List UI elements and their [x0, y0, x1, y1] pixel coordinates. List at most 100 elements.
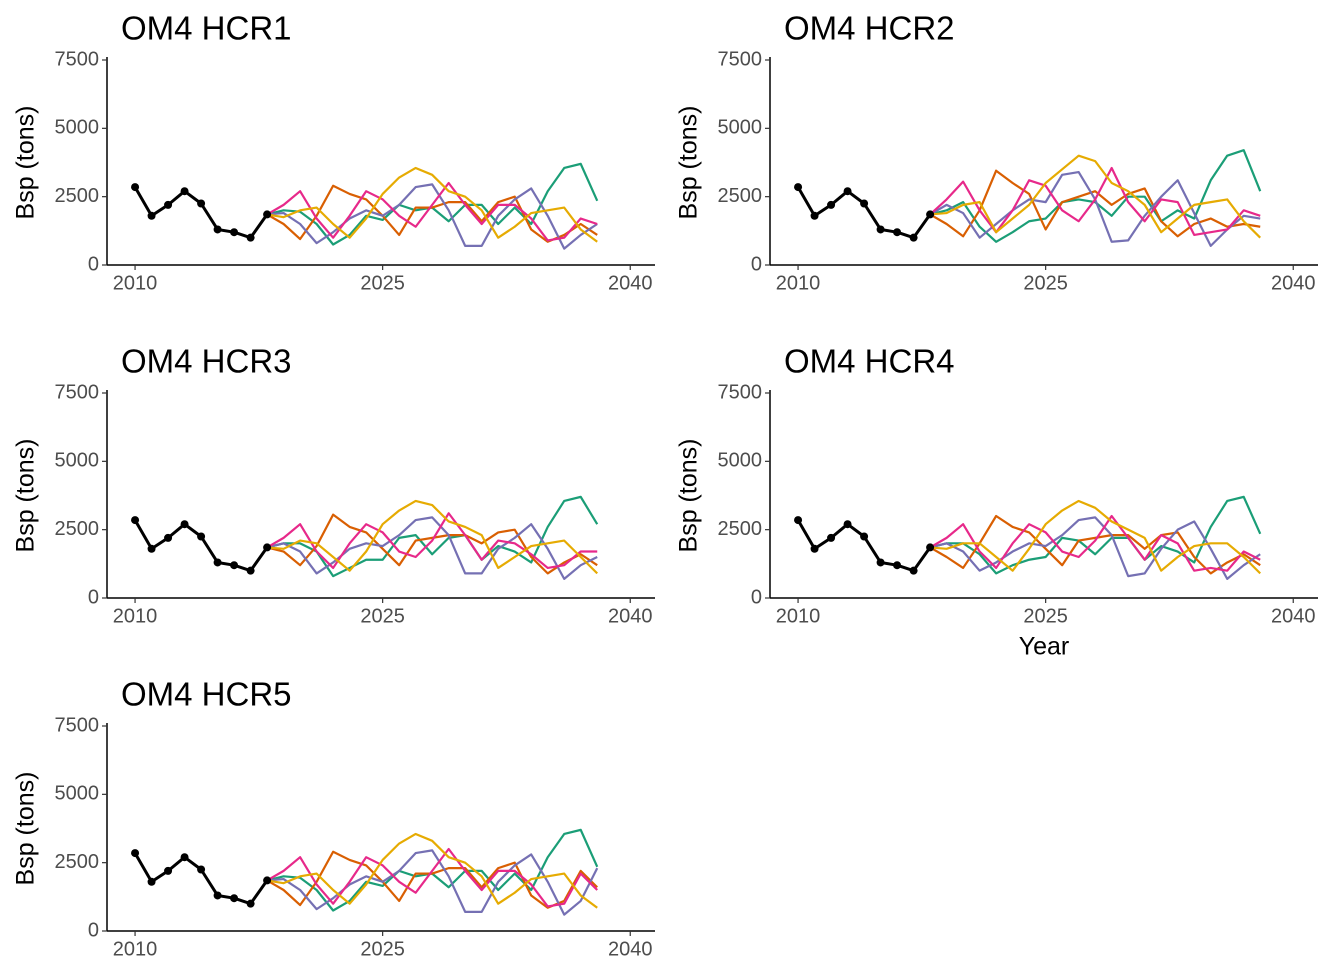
x-axis-title: Year [1019, 633, 1070, 661]
y-tick-label: 7500 [55, 714, 100, 736]
series-point [263, 876, 272, 885]
series-line [267, 849, 599, 916]
series-point [213, 225, 222, 234]
y-tick-label: 5000 [55, 783, 100, 805]
y-tick-label: 2500 [55, 851, 100, 873]
series-line [133, 519, 269, 573]
series-point [147, 544, 156, 553]
series-point [876, 558, 885, 567]
chart-title: OM4 HCR4 [784, 343, 955, 380]
series-line [266, 184, 598, 243]
series-line [266, 495, 599, 578]
series-line [796, 519, 932, 573]
series-point [860, 532, 869, 541]
x-tick-label: 2025 [1023, 272, 1068, 294]
series-point [230, 894, 239, 903]
y-axis-title: Bsp (tons) [675, 439, 703, 553]
series-point [876, 225, 885, 234]
series-point [213, 558, 222, 567]
series-point [263, 543, 272, 552]
series-point [147, 877, 156, 886]
x-tick-label: 2040 [1271, 605, 1316, 627]
series-point [131, 849, 140, 858]
y-tick-label: 0 [751, 253, 762, 275]
series-line [133, 852, 269, 906]
y-tick-label: 7500 [718, 381, 763, 403]
y-tick-label: 2500 [718, 185, 763, 207]
series-point [246, 899, 255, 908]
y-tick-label: 5000 [718, 117, 763, 139]
x-tick-label: 2010 [776, 272, 821, 294]
series-line [929, 166, 1261, 237]
y-axis-title: Bsp (tons) [675, 106, 703, 220]
series-point [810, 211, 819, 220]
series-point [180, 853, 189, 862]
series-point [131, 516, 140, 525]
series-point [860, 199, 869, 208]
chart-title: OM4 HCR3 [121, 343, 292, 380]
series-line [266, 516, 598, 580]
x-tick-label: 2025 [360, 938, 405, 960]
series-line [266, 181, 598, 242]
y-tick-label: 2500 [55, 185, 100, 207]
chart-title: OM4 HCR2 [784, 10, 955, 47]
series-point [164, 866, 173, 875]
x-tick-label: 2040 [608, 938, 653, 960]
series-point [926, 210, 935, 219]
y-tick-label: 0 [88, 253, 99, 275]
series-point [230, 228, 239, 237]
series-point [230, 561, 239, 570]
series-point [180, 187, 189, 196]
series-point [893, 228, 902, 237]
x-tick-label: 2010 [776, 605, 821, 627]
series-point [843, 187, 852, 196]
x-tick-label: 2040 [1271, 272, 1316, 294]
y-tick-label: 2500 [718, 518, 763, 540]
series-point [164, 200, 173, 209]
series-point [926, 543, 935, 552]
series-point [197, 865, 206, 874]
series-point [843, 520, 852, 529]
series-point [246, 566, 255, 575]
series-point [213, 891, 222, 900]
x-tick-label: 2040 [608, 272, 653, 294]
y-axis-title: Bsp (tons) [12, 772, 40, 886]
x-tick-label: 2025 [360, 272, 405, 294]
y-tick-label: 0 [88, 586, 99, 608]
series-line [267, 499, 599, 575]
series-line [930, 154, 1262, 239]
y-tick-label: 5000 [718, 450, 763, 472]
series-point [794, 516, 803, 525]
series-point [147, 211, 156, 220]
chart-title: OM4 HCR5 [121, 676, 292, 713]
series-line [929, 516, 1261, 580]
x-tick-label: 2010 [113, 605, 158, 627]
series-line [266, 832, 598, 909]
y-tick-label: 0 [88, 919, 99, 941]
series-line [930, 499, 1262, 575]
chart-title: OM4 HCR1 [121, 10, 292, 47]
series-line [266, 850, 599, 909]
series-line [929, 169, 1261, 238]
x-tick-label: 2010 [113, 272, 158, 294]
series-line [266, 513, 598, 575]
y-tick-label: 2500 [55, 518, 100, 540]
series-line [796, 186, 932, 240]
y-tick-label: 5000 [55, 450, 100, 472]
y-tick-label: 0 [751, 586, 762, 608]
series-point [197, 532, 206, 541]
series-point [197, 199, 206, 208]
series-point [810, 544, 819, 553]
x-tick-label: 2025 [360, 605, 405, 627]
series-point [180, 520, 189, 529]
series-line [929, 514, 1261, 572]
series-point [246, 233, 255, 242]
y-axis-title: Bsp (tons) [12, 439, 40, 553]
series-point [909, 566, 918, 575]
series-line [266, 512, 598, 570]
series-point [909, 233, 918, 242]
series-point [263, 210, 272, 219]
series-point [827, 200, 836, 209]
